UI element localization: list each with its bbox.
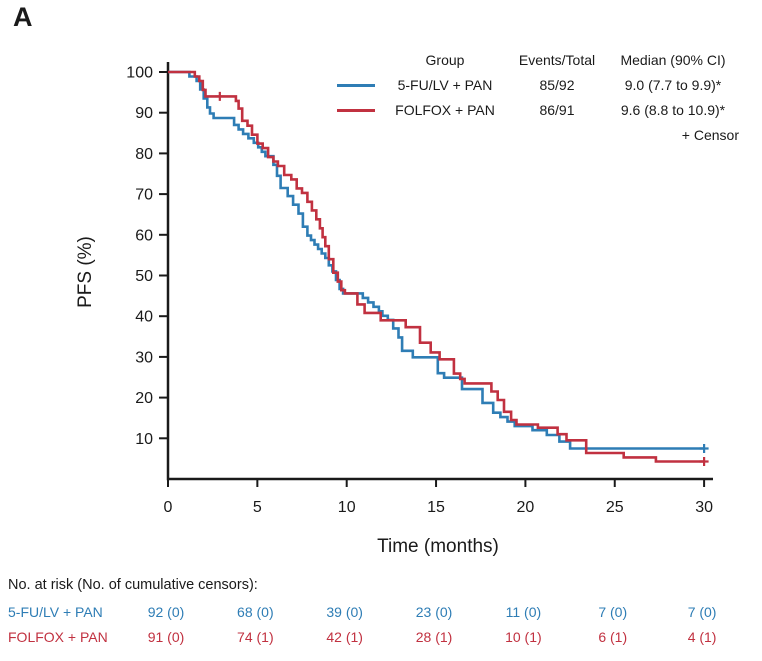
y-tick-label: 40: [135, 309, 153, 326]
risk-count: 28 (1): [415, 629, 453, 645]
x-axis-title: Time (months): [377, 536, 499, 557]
x-tick-label: 20: [517, 499, 535, 516]
risk-count: 68 (0): [237, 604, 274, 620]
legend-series-events-total: 86/91: [539, 102, 575, 118]
legend-line-swatch: [337, 109, 375, 112]
censor-mark: [699, 456, 709, 466]
y-tick-label: 50: [135, 268, 153, 285]
legend-swatch-1: [333, 98, 379, 123]
risk-count: 42 (1): [326, 629, 363, 645]
censor-mark: [215, 91, 225, 101]
censor-mark: [699, 443, 709, 453]
legend-series-events-total: 85/92: [539, 77, 575, 93]
risk-count: 23 (0): [415, 604, 453, 620]
legend-series-name: 5-FU/LV + PAN: [397, 77, 493, 93]
legend-censor-note: + Censor: [681, 127, 739, 143]
x-tick-label: 30: [695, 499, 713, 516]
x-tick-label: 0: [164, 499, 173, 516]
panel-label: A: [13, 2, 33, 32]
risk-table-row: 5-FU/LV + PAN 92 (0) 68 (0) 39 (0) 23 (0) 11 …: [0, 602, 762, 622]
legend-header-events-total: Events/Total: [518, 52, 596, 68]
y-axis-title: PFS (%): [75, 236, 96, 308]
legend-series-name: FOLFOX + PAN: [395, 102, 495, 118]
risk-table-title: No. at risk (No. of cumulative censors):: [8, 577, 258, 593]
y-tick-label: 10: [135, 431, 153, 448]
y-tick-label: 30: [135, 349, 153, 366]
risk-count: 10 (1): [505, 629, 542, 645]
x-tick-label: 15: [427, 499, 445, 516]
pfs-kaplan-meier-plot: 0 5 10 15 20 25 30 10 20 30 40 50 60 70 80 90 100: [126, 62, 713, 516]
risk-count: 7 (0): [598, 604, 628, 620]
x-tick-label: 5: [253, 499, 262, 516]
risk-count: 39 (0): [326, 604, 363, 620]
legend-header-group: Group: [425, 52, 465, 68]
risk-table-row: FOLFOX + PAN 91 (0) 74 (1) 42 (1) 28 (1) 10 (…: [0, 627, 762, 647]
legend-series-median-ci: 9.0 (7.7 to 9.9)*: [624, 77, 722, 93]
legend-series-median-ci: 9.6 (8.8 to 10.9)*: [620, 102, 726, 118]
y-tick-label: 20: [135, 390, 153, 407]
legend-line-swatch: [337, 84, 375, 87]
legend-header-median-ci: Median (90% CI): [620, 52, 726, 68]
y-tick-label: 80: [135, 146, 153, 163]
km-curve-5fu-lv-pan: [168, 70, 705, 450]
risk-count: 11 (0): [505, 604, 542, 620]
legend: Group Events/Total Median (90% CI) 5-FU/…: [333, 48, 743, 148]
x-tick-label: 10: [338, 499, 356, 516]
y-tick-label: 100: [126, 65, 153, 82]
risk-count: 7 (0): [687, 604, 717, 620]
risk-count: 6 (1): [598, 629, 628, 645]
legend-header-spacer: [333, 48, 379, 73]
risk-count: 4 (1): [687, 629, 717, 645]
km-curve-folfox-pan: [168, 70, 705, 463]
legend-swatch-0: [333, 73, 379, 98]
risk-row-label: FOLFOX + PAN: [8, 629, 108, 645]
y-tick-label: 90: [135, 105, 153, 122]
risk-row-label: 5-FU/LV + PAN: [8, 604, 103, 620]
risk-count: 92 (0): [147, 604, 185, 620]
x-tick-label: 25: [606, 499, 624, 516]
risk-count: 74 (1): [237, 629, 274, 645]
y-tick-label: 60: [135, 227, 153, 244]
risk-count: 91 (0): [147, 629, 185, 645]
y-tick-label: 70: [135, 187, 153, 204]
